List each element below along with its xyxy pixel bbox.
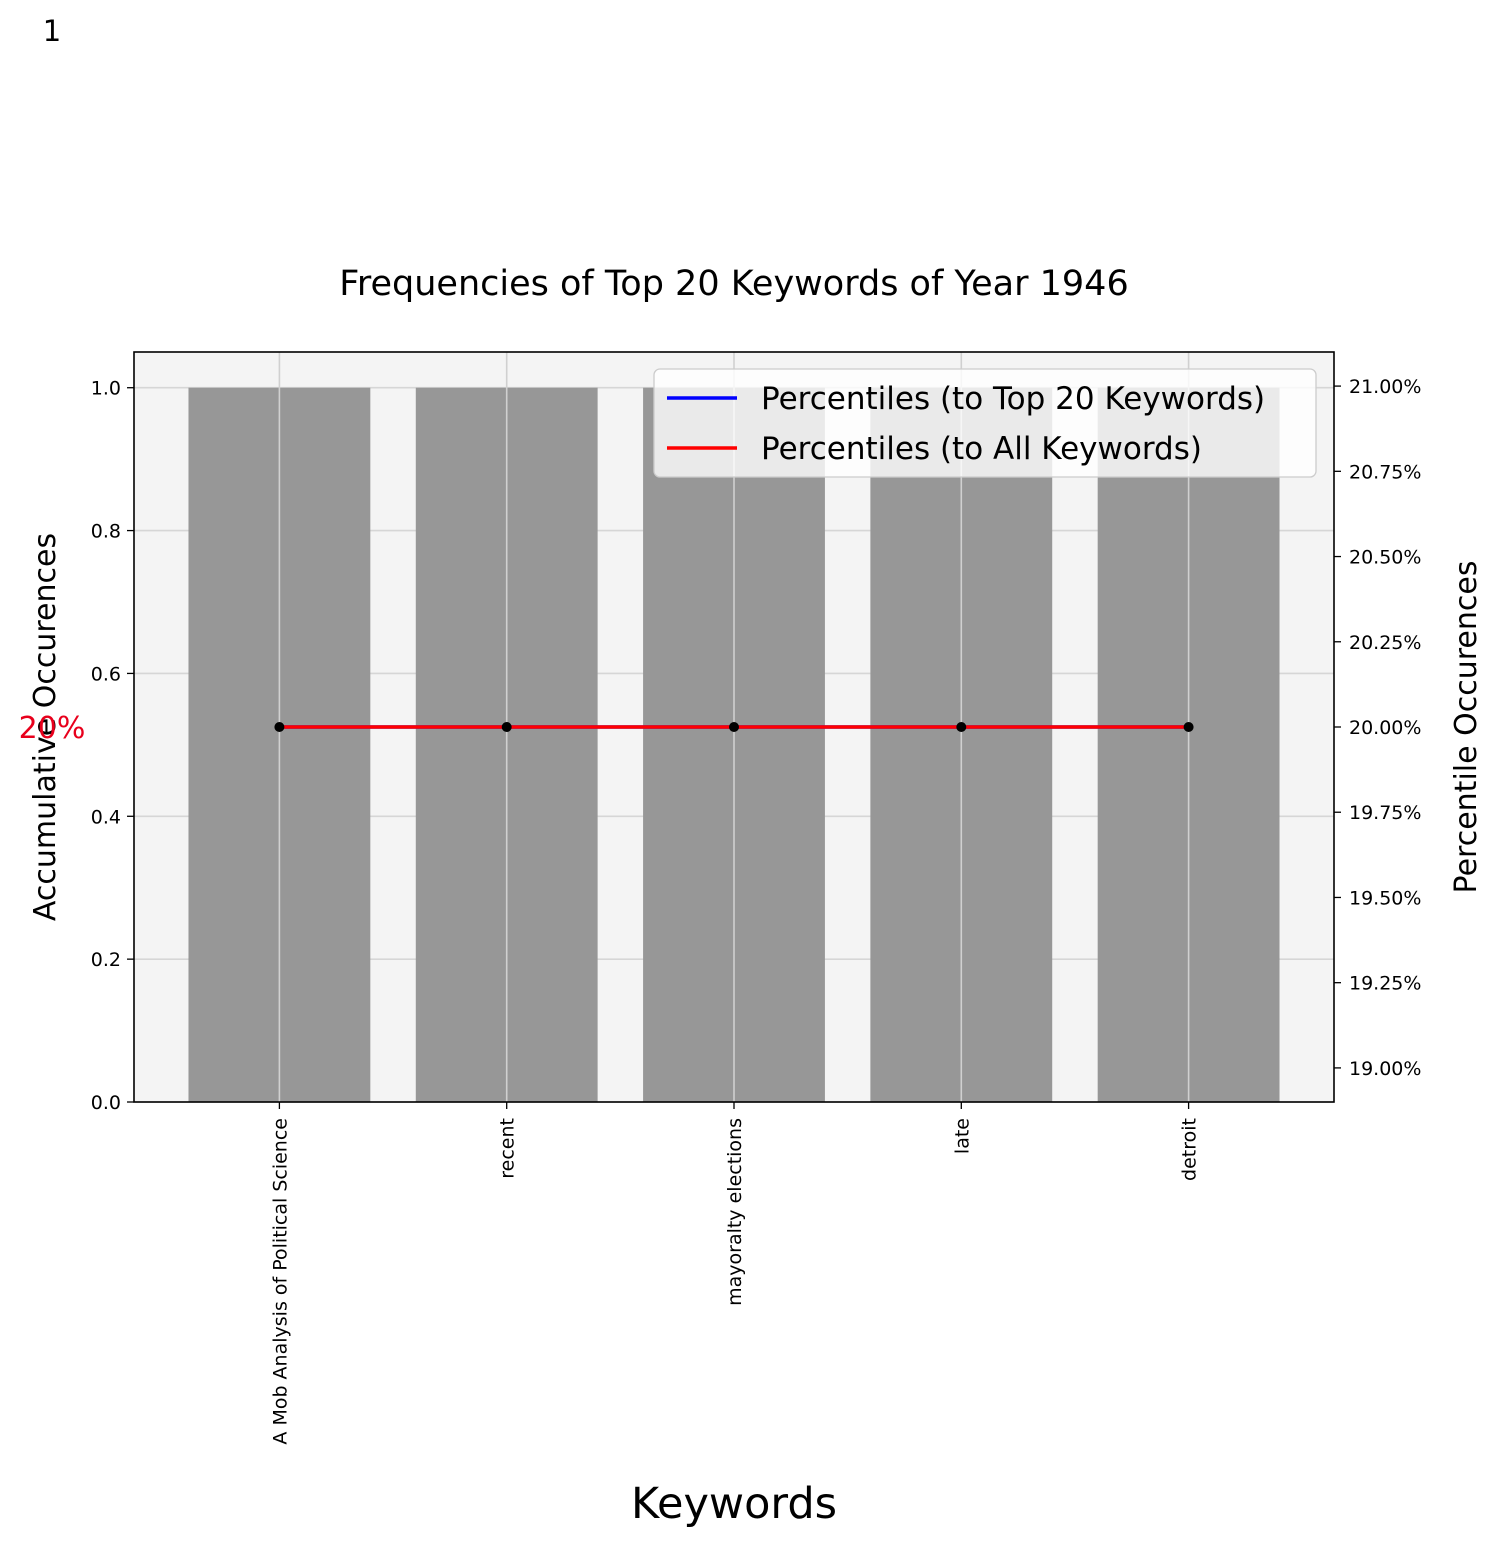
y-tick-label: 0.0 <box>91 1092 121 1114</box>
legend: Percentiles (to Top 20 Keywords) Percenti… <box>653 368 1317 478</box>
x-tick-label: A Mob Analysis of Political Science <box>269 1118 291 1445</box>
y-tick-label: 1.0 <box>91 378 121 400</box>
left-axis: 0.0 0.2 0.4 0.6 0.8 1.0 <box>91 378 134 1114</box>
x-tick-label: mayoralty elections <box>724 1118 746 1306</box>
y2-tick-label: 19.50% <box>1349 887 1421 909</box>
y2-tick-label: 19.00% <box>1349 1058 1421 1080</box>
legend-entry: Percentiles (to Top 20 Keywords) <box>761 381 1265 417</box>
percentile-lines <box>274 722 1194 732</box>
data-point <box>956 722 967 732</box>
legend-entry: Percentiles (to All Keywords) <box>761 431 1202 467</box>
y2-tick-label: 20.25% <box>1349 632 1421 654</box>
percent-annotation: 20% <box>19 711 86 746</box>
legend-box <box>653 368 1317 478</box>
x-axis-label: Keywords <box>631 1479 837 1529</box>
y2-tick-label: 19.75% <box>1349 802 1421 824</box>
data-point <box>1183 722 1194 732</box>
chart-title: Frequencies of Top 20 Keywords of Year 1… <box>339 264 1128 304</box>
data-point <box>729 722 739 732</box>
y2-tick-label: 20.00% <box>1349 717 1421 739</box>
y2-tick-label: 19.25% <box>1349 973 1421 995</box>
data-point <box>501 722 512 732</box>
x-tick-label: recent <box>497 1118 519 1179</box>
y2-tick-label: 20.50% <box>1349 547 1421 569</box>
x-tick-label: detroit <box>1179 1118 1201 1181</box>
right-axis: 19.00% 19.25% 19.50% 19.75% 20.00% 20.25% 20.5… <box>1334 376 1421 1080</box>
y-tick-label: 0.6 <box>91 663 121 685</box>
y-axis-label: Accumulative Occurences <box>28 533 63 921</box>
y2-tick-label: 21.00% <box>1349 376 1421 398</box>
data-point <box>274 722 285 732</box>
y2-tick-label: 20.75% <box>1349 461 1421 483</box>
y-tick-label: 0.8 <box>91 521 121 543</box>
y-tick-label: 0.2 <box>91 949 121 971</box>
y2-axis-label: Percentile Occurences <box>1449 561 1484 894</box>
y-tick-label: 0.4 <box>91 806 121 828</box>
x-tick-label: late <box>951 1118 973 1154</box>
x-axis: A Mob Analysis of Political Science recen… <box>269 1102 1201 1445</box>
page-number: 1 <box>43 14 61 48</box>
